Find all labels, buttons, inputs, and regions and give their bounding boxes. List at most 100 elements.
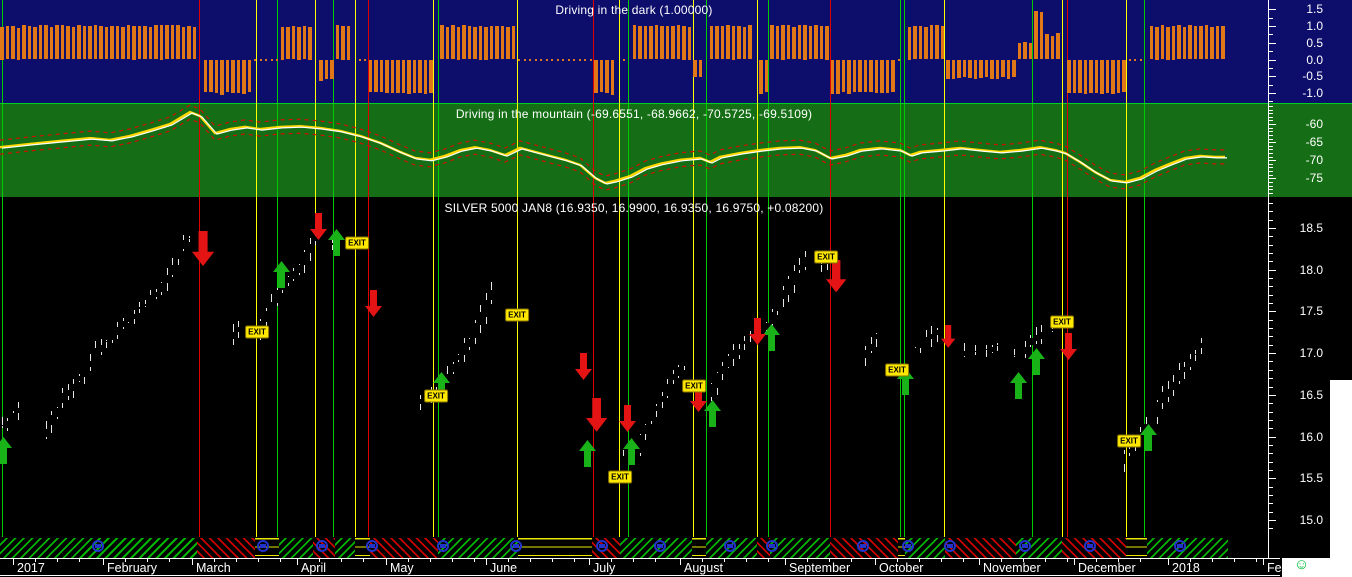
candle-wick bbox=[106, 340, 107, 348]
month-label: 2017 bbox=[17, 561, 45, 575]
indicator-bar bbox=[484, 26, 488, 60]
indicator-bar bbox=[1034, 10, 1038, 60]
candle-up bbox=[621, 455, 626, 476]
indicator-bar bbox=[121, 27, 125, 60]
candle-up bbox=[153, 292, 159, 297]
week-tick bbox=[1096, 558, 1097, 562]
indicator-bar bbox=[192, 26, 197, 60]
baseline-dot bbox=[1128, 58, 1131, 61]
ribbon-trade-icon bbox=[1084, 540, 1096, 552]
axis-tick bbox=[1269, 192, 1273, 194]
week-tick bbox=[1023, 558, 1024, 562]
baseline-dot bbox=[529, 58, 531, 61]
axis-tick bbox=[1269, 156, 1273, 158]
baseline-dot bbox=[589, 58, 592, 61]
candle-up bbox=[868, 344, 874, 352]
ribbon-trade-icon bbox=[92, 540, 104, 552]
candle-up bbox=[791, 270, 797, 286]
week-tick bbox=[214, 558, 215, 562]
axis-tick bbox=[1269, 203, 1273, 204]
sell-arrow bbox=[586, 398, 608, 433]
month-label: June bbox=[490, 561, 518, 575]
candle-up bbox=[1121, 454, 1127, 464]
axis-tick bbox=[1269, 528, 1273, 530]
candle-up bbox=[1022, 347, 1028, 355]
indicator-bar bbox=[676, 24, 681, 60]
ribbon-trade-icon bbox=[316, 540, 328, 552]
buy-arrow bbox=[1139, 424, 1157, 451]
month-tick bbox=[192, 558, 193, 565]
indicator-bar bbox=[110, 26, 114, 60]
axis-tick bbox=[1269, 42, 1276, 44]
exit-tag: EXIT bbox=[608, 470, 632, 484]
buy-arrow bbox=[703, 400, 721, 427]
baseline-dot bbox=[551, 58, 553, 61]
candle-up bbox=[467, 339, 472, 347]
indicator-bar bbox=[808, 25, 813, 60]
candle-up bbox=[1154, 402, 1160, 418]
candle-up bbox=[16, 408, 21, 414]
week-tick bbox=[746, 558, 747, 562]
week-tick bbox=[1045, 558, 1046, 562]
candles-layer bbox=[0, 197, 1268, 558]
indicator-bar bbox=[506, 26, 510, 60]
month-tick bbox=[875, 558, 876, 565]
indicator-bar bbox=[1012, 59, 1016, 78]
buy-arrow bbox=[1009, 372, 1027, 399]
signal-line-green bbox=[333, 0, 334, 537]
sell-arrow bbox=[191, 230, 214, 266]
axis-label: 0.0 bbox=[1306, 52, 1323, 67]
indicator-bar bbox=[1199, 26, 1203, 60]
indicator-bar bbox=[247, 59, 252, 93]
candle-up bbox=[764, 322, 769, 330]
candle-up bbox=[274, 290, 280, 304]
indicator-bar bbox=[599, 59, 604, 93]
time-axis: 2017 February March April May June July August S… bbox=[0, 558, 1282, 577]
candle-up bbox=[472, 323, 478, 339]
candle-up bbox=[71, 384, 76, 391]
smiley-icon[interactable]: ☺ bbox=[1294, 556, 1310, 573]
week-tick bbox=[169, 558, 170, 562]
baseline-dot bbox=[540, 58, 542, 61]
baseline-dot bbox=[622, 58, 625, 61]
axis-label: 16.5 bbox=[1299, 387, 1323, 402]
week-tick bbox=[474, 558, 475, 562]
indicator-bar bbox=[1166, 26, 1170, 60]
signal-line-green bbox=[1032, 0, 1033, 537]
week-tick bbox=[1140, 558, 1141, 562]
axis-tick bbox=[1269, 116, 1273, 118]
indicator-bar bbox=[1067, 59, 1071, 93]
baseline-dot bbox=[276, 58, 278, 61]
indicator-bar bbox=[803, 25, 807, 60]
indicator-bar bbox=[984, 59, 989, 78]
indicator-bar bbox=[291, 26, 296, 60]
candle-wick bbox=[975, 344, 976, 355]
axis-tick bbox=[1269, 319, 1273, 321]
axis-tick bbox=[1269, 101, 1273, 103]
week-tick bbox=[897, 558, 898, 562]
axis-line bbox=[1268, 0, 1269, 558]
week-tick bbox=[655, 558, 656, 562]
indicator-bar bbox=[1050, 35, 1055, 60]
indicator-bar bbox=[473, 27, 477, 60]
axis-tick bbox=[1269, 138, 1273, 140]
indicator-bar bbox=[946, 59, 950, 79]
indicator-bar bbox=[44, 24, 48, 60]
baseline-dot bbox=[556, 58, 559, 61]
indicator-bar bbox=[594, 59, 598, 94]
candle-up bbox=[1149, 418, 1154, 430]
candle-up bbox=[65, 390, 71, 396]
indicator-bar bbox=[93, 25, 98, 60]
axis-label: 17.0 bbox=[1299, 346, 1323, 361]
indicator-bar bbox=[148, 27, 153, 60]
indicator-bar bbox=[995, 59, 1000, 79]
week-tick bbox=[452, 558, 453, 562]
indicator-bar bbox=[71, 26, 76, 60]
axis-label: 16.0 bbox=[1299, 429, 1323, 444]
candle-up bbox=[918, 340, 923, 348]
indicator-bar bbox=[1155, 27, 1159, 60]
indicator-bar bbox=[33, 27, 37, 60]
candle-up bbox=[1171, 382, 1176, 390]
axis-tick bbox=[1269, 124, 1276, 125]
